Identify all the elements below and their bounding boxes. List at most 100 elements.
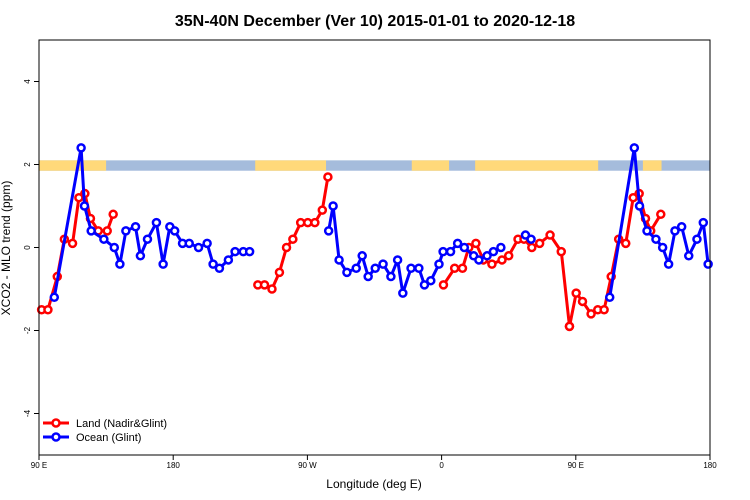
x-axis-label: Longitude (deg E) xyxy=(326,477,421,491)
data-point xyxy=(459,242,470,253)
data-point xyxy=(496,242,506,253)
data-point xyxy=(657,242,668,253)
data-point xyxy=(208,259,218,269)
series-layer xyxy=(36,143,713,332)
data-point xyxy=(503,251,514,261)
data-point xyxy=(474,255,484,265)
data-point xyxy=(288,234,298,244)
data-point xyxy=(445,246,456,257)
data-point xyxy=(67,238,78,249)
x-axis: 90 E 180 90 W 0 90 E 180 xyxy=(31,455,717,470)
data-point xyxy=(109,242,120,253)
data-point xyxy=(577,296,588,307)
x-tick-label: 180 xyxy=(703,461,717,470)
data-point xyxy=(703,259,713,269)
data-point xyxy=(452,238,463,249)
series-land-nadir-glint xyxy=(36,172,666,332)
series-line xyxy=(327,204,502,295)
y-axis-label: XCO2 - MLO trend (ppm) xyxy=(0,181,13,316)
data-point xyxy=(351,263,361,273)
data-point xyxy=(556,246,567,257)
land-sea-band xyxy=(39,160,710,171)
legend-marker xyxy=(51,432,61,442)
legend: Land (Nadir&Glint) Ocean (Glint) xyxy=(43,418,167,444)
x-tick-label: 90 W xyxy=(298,461,317,470)
land-band-segment xyxy=(39,160,107,171)
data-point xyxy=(434,259,444,269)
data-point xyxy=(604,292,615,303)
data-point xyxy=(663,259,674,269)
legend-label: Land (Nadir&Glint) xyxy=(76,418,167,430)
land-band-segment xyxy=(255,160,327,171)
data-point xyxy=(471,238,481,249)
series-ocean-glint xyxy=(49,143,713,303)
legend-entry: Land (Nadir&Glint) xyxy=(43,418,167,430)
data-point xyxy=(564,321,575,332)
data-point xyxy=(342,267,352,278)
y-tick-label: 4 xyxy=(23,79,32,84)
data-point xyxy=(323,172,333,182)
data-point xyxy=(184,238,194,249)
data-point xyxy=(526,234,536,244)
chart-title: 35N-40N December (Ver 10) 2015-01-01 to … xyxy=(175,13,575,30)
data-point xyxy=(121,226,131,236)
data-point xyxy=(684,251,694,261)
x-tick-label: 90 E xyxy=(31,461,47,470)
legend-label: Ocean (Glint) xyxy=(76,432,141,444)
data-point xyxy=(438,280,449,290)
data-point xyxy=(392,255,403,265)
data-point xyxy=(628,192,638,203)
x-tick-label: 90 E xyxy=(568,461,584,470)
data-point xyxy=(370,263,380,273)
data-point xyxy=(108,209,118,220)
data-point xyxy=(99,234,109,244)
data-point xyxy=(457,263,468,273)
data-point xyxy=(357,251,367,261)
data-point xyxy=(414,263,424,273)
data-point xyxy=(202,238,212,249)
data-point xyxy=(487,259,497,269)
data-point xyxy=(527,242,537,253)
data-point xyxy=(274,267,285,278)
data-point xyxy=(676,222,687,232)
data-point xyxy=(281,242,292,253)
data-point xyxy=(102,226,112,236)
data-point xyxy=(43,305,53,315)
data-point xyxy=(419,280,430,290)
data-point xyxy=(482,251,492,261)
data-point xyxy=(259,280,270,290)
data-point xyxy=(651,234,661,244)
y-tick-label: -4 xyxy=(23,409,32,417)
data-point xyxy=(426,275,436,286)
data-point xyxy=(115,259,125,269)
data-point xyxy=(378,259,388,269)
data-point xyxy=(698,217,709,228)
data-point xyxy=(386,271,396,282)
data-point xyxy=(449,263,460,273)
data-point xyxy=(151,217,162,228)
data-point xyxy=(49,292,60,303)
data-point xyxy=(130,222,141,232)
data-point xyxy=(656,209,666,220)
data-point xyxy=(310,217,320,228)
series-line xyxy=(257,176,330,291)
data-point xyxy=(398,288,408,298)
data-point xyxy=(571,288,581,298)
data-point xyxy=(438,246,448,257)
data-point xyxy=(135,251,146,261)
data-point xyxy=(534,238,545,249)
x-tick-label: 0 xyxy=(439,461,444,470)
legend-entry: Ocean (Glint) xyxy=(43,432,141,444)
y-tick-label: 2 xyxy=(23,162,32,167)
data-point xyxy=(244,246,255,257)
data-point xyxy=(334,255,344,265)
x-tick-label: 180 xyxy=(167,461,181,470)
data-point xyxy=(629,143,640,153)
data-point xyxy=(406,263,416,273)
data-point xyxy=(642,226,652,236)
data-point xyxy=(545,230,555,240)
data-point xyxy=(74,192,84,203)
data-point xyxy=(230,246,240,257)
data-point xyxy=(158,259,168,269)
